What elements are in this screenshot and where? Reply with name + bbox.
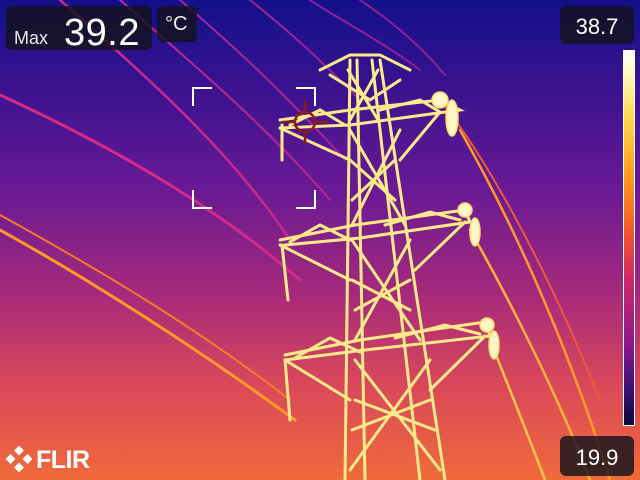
unit-box: °C xyxy=(157,6,197,42)
spot-meter-crosshair[interactable] xyxy=(282,100,328,144)
temperature-unit: °C xyxy=(165,13,188,35)
scale-low-value: 19.9 xyxy=(575,445,619,470)
scale-high-value: 38.7 xyxy=(575,14,619,39)
flir-logo-icon xyxy=(6,446,32,472)
scale-low-box: 19.9 xyxy=(560,436,634,476)
flir-logo-text: FLIR xyxy=(36,446,90,474)
measurement-area-box[interactable] xyxy=(192,87,316,209)
max-label: Max xyxy=(14,28,49,48)
max-temperature-box: Max 39.2 xyxy=(6,6,152,54)
scale-high-box: 38.7 xyxy=(560,6,634,44)
power-lines xyxy=(0,0,612,480)
color-palette-bar xyxy=(623,50,635,426)
max-value: 39.2 xyxy=(64,12,140,54)
insulators xyxy=(431,91,500,360)
flir-logo: FLIR xyxy=(6,446,102,474)
